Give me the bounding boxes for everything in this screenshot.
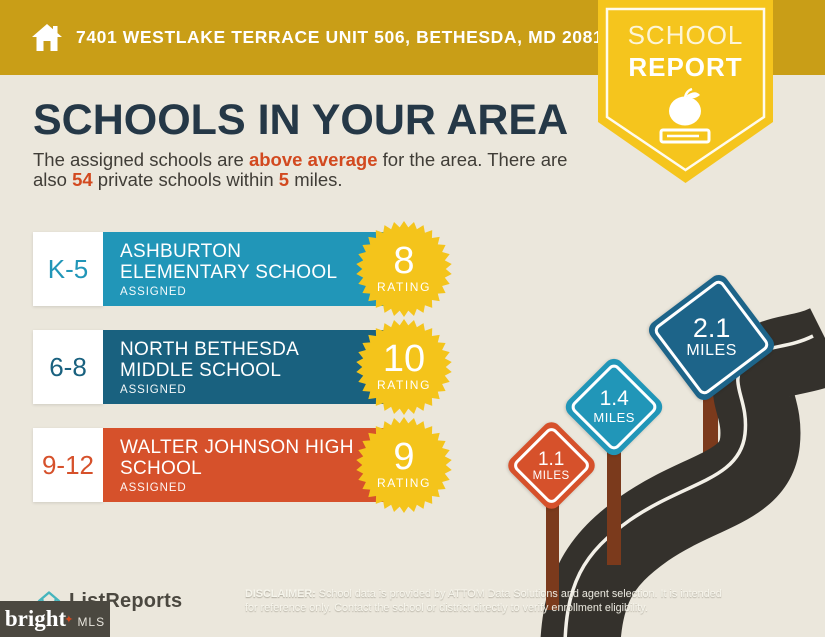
bright-plus-mark: ✦ bbox=[64, 613, 74, 626]
ribbon-shape bbox=[598, 0, 773, 183]
school-name: SCHOOL bbox=[120, 457, 203, 479]
rating-label: RATING bbox=[376, 280, 432, 294]
school-card-middle: 6-8 NORTH BETHESDA MIDDLE SCHOOL ASSIGNED… bbox=[33, 319, 493, 415]
rating-badge: 8 RATING bbox=[356, 221, 452, 317]
mls-wordmark: MLS bbox=[77, 615, 106, 629]
school-bar: ASHBURTON ELEMENTARY SCHOOL ASSIGNED bbox=[103, 232, 385, 306]
distance-unit: MILES bbox=[686, 342, 737, 360]
subtitle-seg: miles. bbox=[289, 168, 343, 190]
rating-label: RATING bbox=[376, 476, 432, 490]
grade-range: 9-12 bbox=[33, 428, 103, 502]
page-title: SCHOOLS IN YOUR AREA bbox=[33, 96, 569, 144]
disclaimer-label: DISCLAIMER: bbox=[245, 588, 316, 600]
school-card-elementary: K-5 ASHBURTON ELEMENTARY SCHOOL ASSIGNED … bbox=[33, 221, 493, 317]
school-name: ELEMENTARY SCHOOL bbox=[120, 261, 338, 283]
property-address: 7401 WESTLAKE TERRACE UNIT 506, BETHESDA… bbox=[76, 27, 614, 47]
school-name: MIDDLE SCHOOL bbox=[120, 359, 282, 381]
grade-range: 6-8 bbox=[33, 330, 103, 404]
disclaimer-text: DISCLAIMER: School data is provided by A… bbox=[245, 588, 722, 614]
school-bar: WALTER JOHNSON HIGH SCHOOL ASSIGNED bbox=[103, 428, 385, 502]
sign-post bbox=[546, 500, 559, 610]
rating-burst-icon bbox=[356, 221, 452, 317]
badge-school-label: SCHOOL bbox=[627, 20, 744, 50]
distance-value: 1.1 bbox=[538, 448, 565, 470]
subtitle-highlight: 54 bbox=[72, 168, 93, 190]
apple-book-icon bbox=[659, 87, 711, 144]
rating-label: RATING bbox=[376, 378, 432, 392]
school-name: WALTER JOHNSON HIGH bbox=[120, 436, 354, 458]
rating-badge: 9 RATING bbox=[356, 417, 452, 513]
distance-value: 2.1 bbox=[692, 313, 731, 344]
school-card-high: 9-12 WALTER JOHNSON HIGH SCHOOL ASSIGNED … bbox=[33, 417, 493, 513]
assigned-label: ASSIGNED bbox=[120, 383, 187, 396]
rating-value: 10 bbox=[382, 338, 426, 380]
badge-report-label: REPORT bbox=[628, 52, 743, 82]
assigned-label: ASSIGNED bbox=[120, 285, 187, 298]
grade-range: K-5 bbox=[33, 232, 103, 306]
rating-badge: 10 RATING bbox=[356, 319, 452, 415]
distance-sign-2-1-miles: 2.1 MILES bbox=[644, 270, 779, 405]
distance-sign-1-4-miles: 1.4 MILES bbox=[561, 354, 667, 460]
distance-unit: MILES bbox=[532, 469, 571, 482]
subtitle-seg: for the area. There are bbox=[377, 149, 568, 170]
bright-mls-logo: bright ✦ MLS bbox=[0, 601, 110, 637]
school-name: ASHBURTON bbox=[120, 240, 242, 262]
rating-value: 9 bbox=[393, 436, 415, 478]
subtitle: The assigned schools are above average f… bbox=[33, 150, 593, 189]
subtitle-seg: also bbox=[33, 168, 73, 190]
school-bar: NORTH BETHESDA MIDDLE SCHOOL ASSIGNED bbox=[103, 330, 385, 404]
rating-value: 8 bbox=[393, 240, 415, 282]
subtitle-highlight: 5 bbox=[278, 168, 290, 190]
assigned-label: ASSIGNED bbox=[120, 481, 187, 494]
bright-wordmark: bright bbox=[4, 606, 67, 631]
rating-burst-icon bbox=[356, 417, 452, 513]
subtitle-seg: private schools within bbox=[92, 168, 279, 190]
school-name: NORTH BETHESDA bbox=[120, 338, 300, 360]
distance-sign-1-1-miles: 1.1 MILES bbox=[504, 418, 599, 513]
subtitle-highlight: above average bbox=[248, 149, 378, 170]
house-icon bbox=[32, 24, 62, 51]
subtitle-seg: The assigned schools are bbox=[33, 149, 249, 170]
distance-value: 1.4 bbox=[599, 387, 629, 411]
rating-burst-icon bbox=[356, 319, 452, 415]
sign-post bbox=[607, 442, 621, 565]
school-report-badge: SCHOOL REPORT bbox=[598, 0, 773, 186]
distance-unit: MILES bbox=[593, 410, 635, 426]
